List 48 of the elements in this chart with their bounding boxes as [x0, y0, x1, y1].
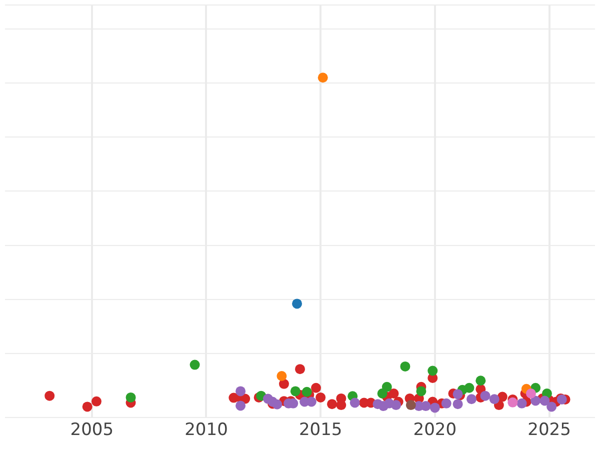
point	[350, 398, 360, 408]
x-tick-label: 2015	[298, 420, 342, 440]
point	[480, 390, 490, 401]
point	[190, 360, 200, 370]
point	[82, 402, 92, 412]
point	[464, 382, 474, 393]
point	[236, 386, 246, 396]
point	[236, 400, 246, 411]
point	[428, 366, 438, 376]
point	[476, 376, 486, 386]
point	[489, 394, 500, 404]
point	[540, 396, 550, 406]
point	[526, 388, 536, 399]
point	[126, 392, 136, 402]
point	[316, 392, 326, 402]
point	[530, 396, 541, 406]
point	[416, 386, 426, 396]
point	[406, 400, 416, 410]
x-tick-label: 2010	[184, 420, 228, 440]
point	[497, 392, 508, 402]
x-tick-label: 2025	[528, 420, 571, 440]
point	[336, 400, 346, 410]
point	[302, 386, 312, 397]
point	[420, 401, 431, 412]
point	[441, 398, 452, 408]
point	[91, 396, 102, 406]
point	[295, 364, 305, 374]
x-tick-label: 2005	[70, 420, 114, 440]
point	[516, 398, 527, 408]
point	[276, 371, 287, 382]
point	[44, 390, 55, 401]
point	[452, 399, 463, 410]
point	[377, 388, 388, 399]
point	[430, 402, 440, 413]
point	[272, 399, 282, 410]
point	[508, 397, 518, 408]
point	[278, 378, 289, 389]
point	[311, 382, 322, 393]
point	[546, 402, 557, 412]
point	[327, 399, 338, 410]
point	[466, 394, 477, 404]
point	[452, 389, 463, 400]
x-tick-label: 2020	[413, 420, 457, 440]
point	[292, 298, 302, 309]
point	[391, 400, 402, 410]
point	[400, 361, 410, 372]
point	[290, 386, 300, 396]
point	[318, 72, 328, 83]
